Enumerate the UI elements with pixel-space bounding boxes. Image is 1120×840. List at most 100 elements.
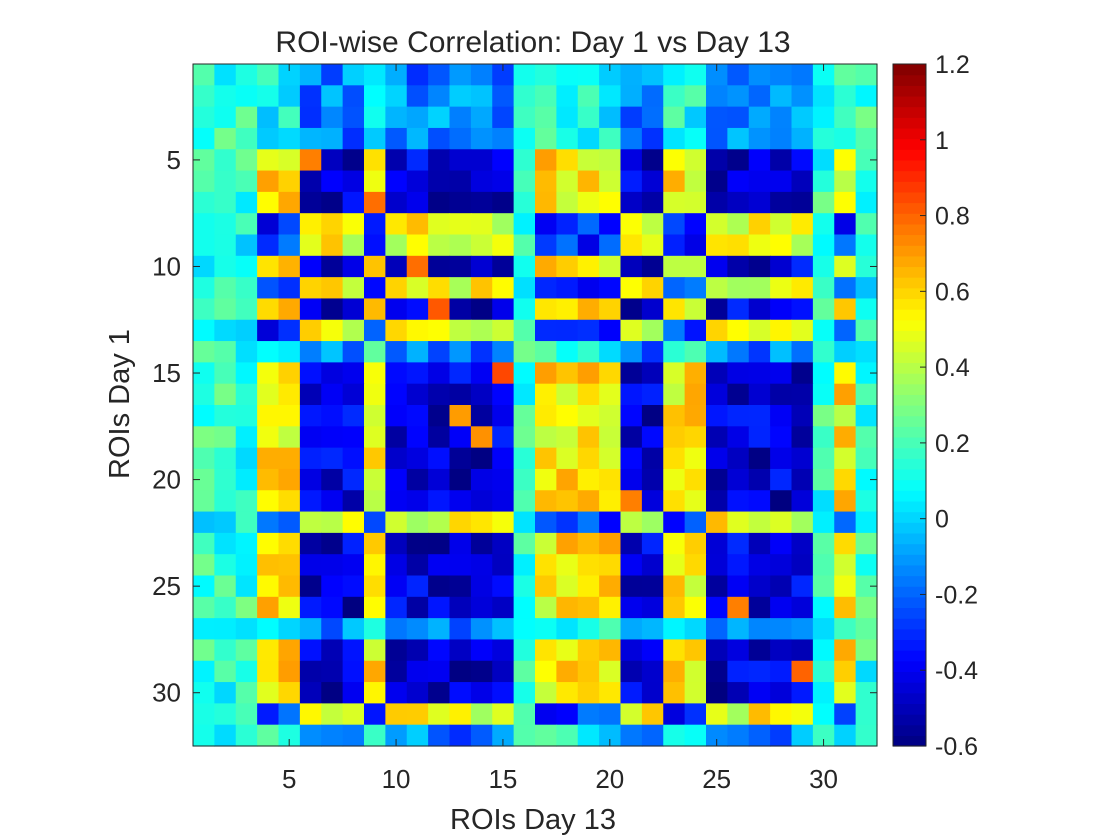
- heatmap-cell: [663, 724, 686, 747]
- heatmap-cell: [812, 447, 835, 470]
- heatmap-cell: [235, 532, 258, 555]
- heatmap-cell: [299, 682, 322, 704]
- heatmap-cell: [449, 149, 472, 172]
- heatmap-cell: [577, 106, 600, 129]
- heatmap-cell: [449, 170, 472, 193]
- heatmap-cell: [214, 298, 237, 321]
- heatmap-cell: [812, 362, 835, 385]
- heatmap-cell: [299, 298, 322, 321]
- heatmap-cell: [235, 447, 258, 470]
- heatmap-cell: [406, 298, 429, 321]
- heatmap-cell: [684, 703, 707, 726]
- heatmap-cell: [599, 85, 622, 108]
- heatmap-cell: [385, 234, 408, 257]
- colorbar-segment: [893, 639, 926, 651]
- heatmap-cell: [299, 447, 322, 470]
- colorbar-tick-label: 0.8: [935, 203, 970, 231]
- heatmap-cell: [684, 362, 707, 385]
- heatmap-cell: [706, 554, 728, 577]
- heatmap-cell: [727, 682, 750, 704]
- heatmap-cell: [577, 85, 600, 108]
- colorbar-segment: [893, 351, 926, 363]
- heatmap-cell: [470, 682, 493, 704]
- heatmap-cell: [684, 106, 707, 129]
- colorbar-segment: [893, 735, 926, 747]
- heatmap-cell: [214, 191, 237, 214]
- heatmap-cell: [428, 362, 451, 385]
- heatmap-cell: [727, 639, 750, 662]
- heatmap-cell: [513, 255, 536, 278]
- heatmap-cell: [470, 532, 493, 555]
- heatmap-cell: [599, 405, 622, 427]
- heatmap-cell: [214, 383, 237, 406]
- heatmap-cell: [727, 319, 750, 342]
- colorbar-segment: [893, 682, 926, 694]
- colorbar-tick-label: -0.2: [935, 581, 978, 609]
- heatmap-cell: [492, 639, 515, 662]
- heatmap-cell: [385, 405, 408, 427]
- heatmap-cell: [834, 596, 857, 619]
- heatmap-cell: [193, 64, 215, 86]
- heatmap-cell: [257, 106, 280, 129]
- heatmap-cell: [235, 149, 258, 172]
- heatmap-cell: [492, 191, 515, 214]
- heatmap-cell: [470, 234, 493, 257]
- heatmap-cell: [449, 64, 472, 86]
- heatmap-cell: [513, 362, 536, 385]
- heatmap-cell: [428, 191, 451, 214]
- heatmap-cell: [214, 234, 237, 257]
- x-tick-label: 5: [282, 764, 296, 794]
- colorbar-segment: [893, 117, 926, 129]
- plot-frame: [192, 63, 878, 747]
- heatmap-cell: [535, 85, 557, 108]
- heatmap-cell: [834, 575, 857, 598]
- heatmap-cell: [599, 127, 622, 150]
- heatmap-cell: [684, 341, 707, 363]
- heatmap-cell: [406, 106, 429, 129]
- heatmap-cell: [727, 618, 750, 641]
- heatmap-cell: [193, 575, 215, 598]
- colorbar-segment: [893, 500, 926, 513]
- heatmap-cell: [364, 213, 386, 236]
- heatmap-cell: [235, 596, 258, 619]
- heatmap-cell: [299, 191, 322, 214]
- heatmap-cell: [385, 362, 408, 385]
- heatmap-cell: [299, 64, 322, 86]
- heatmap-cell: [791, 170, 814, 193]
- heatmap-cell: [492, 106, 515, 129]
- heatmap-cell: [449, 383, 472, 406]
- heatmap-cell: [855, 532, 878, 555]
- heatmap-cell: [492, 234, 515, 257]
- heatmap-cell: [727, 447, 750, 470]
- heatmap-cell: [706, 127, 728, 150]
- heatmap-cell: [342, 85, 365, 108]
- heatmap-cell: [193, 298, 215, 321]
- heatmap-cell: [535, 703, 557, 726]
- heatmap-cell: [727, 511, 750, 534]
- heatmap-cell: [748, 490, 771, 513]
- heatmap-cell: [535, 511, 557, 534]
- heatmap-cell: [257, 724, 280, 747]
- heatmap-cell: [641, 639, 664, 662]
- heatmap-cell: [855, 277, 878, 300]
- heatmap-cell: [641, 106, 664, 129]
- heatmap-cell: [513, 703, 536, 726]
- heatmap-cell: [663, 554, 686, 577]
- heatmap-cell: [812, 319, 835, 342]
- heatmap-cell: [321, 234, 344, 257]
- heatmap-cell: [791, 490, 814, 513]
- heatmap-cell: [385, 170, 408, 193]
- heatmap-cell: [706, 383, 728, 406]
- heatmap-cell: [235, 85, 258, 108]
- heatmap-cell: [470, 575, 493, 598]
- heatmap-cell: [428, 213, 451, 236]
- heatmap-cell: [193, 682, 215, 704]
- heatmap-cell: [577, 596, 600, 619]
- heatmap-cell: [492, 703, 515, 726]
- heatmap-cell: [342, 490, 365, 513]
- heatmap-cell: [342, 554, 365, 577]
- heatmap-cell: [492, 213, 515, 236]
- heatmap-cell: [556, 234, 579, 257]
- heatmap-cell: [342, 596, 365, 619]
- heatmap-cell: [364, 234, 386, 257]
